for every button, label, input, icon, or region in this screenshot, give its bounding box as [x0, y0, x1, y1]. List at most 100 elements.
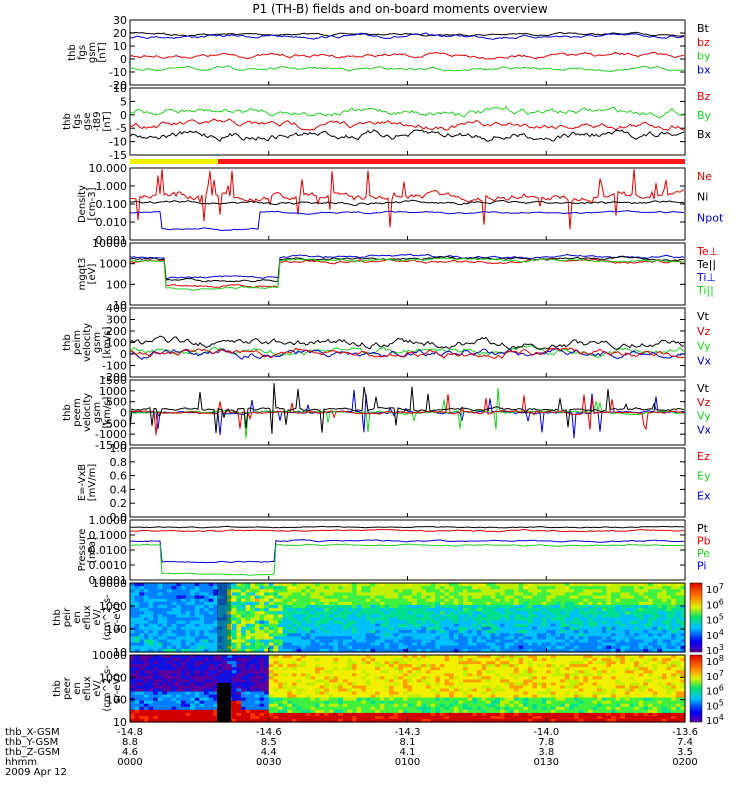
spectrogram-cell: [375, 673, 381, 677]
spectrogram-cell: [500, 715, 506, 720]
spectrogram-cell: [176, 623, 182, 628]
spectrogram-cell: [167, 700, 173, 705]
spectrogram-cell: [620, 598, 626, 603]
spectrogram-cell: [467, 691, 473, 696]
spectrogram-cell: [375, 586, 381, 590]
spectrogram-cell: [254, 679, 261, 683]
spectrogram-cell: [356, 694, 362, 699]
spectrogram-cell: [495, 719, 501, 723]
spectrogram-cell: [342, 608, 348, 612]
spectrogram-cell: [680, 617, 686, 622]
spectrogram-cell: [190, 719, 196, 723]
spectrogram-cell: [537, 598, 543, 603]
spectrogram-cell: [356, 658, 362, 662]
spectrogram-cell: [453, 614, 459, 619]
spectrogram-cell: [194, 586, 200, 590]
spectrogram-cell: [134, 608, 140, 612]
spectrogram-cell: [319, 688, 325, 693]
spectrogram-cell: [199, 633, 205, 637]
spectrogram-cell: [648, 645, 654, 650]
spectrogram-cell: [342, 626, 348, 631]
spectrogram-cell: [134, 670, 140, 674]
spectrogram-cell: [407, 700, 413, 705]
spectrogram-cell: [194, 595, 200, 600]
spectrogram-cell: [509, 673, 515, 677]
spectrogram-cell: [296, 605, 302, 609]
spectrogram-cell: [463, 694, 469, 699]
spectrogram-cell: [264, 639, 270, 644]
spectrogram-cell: [139, 601, 145, 606]
spectrogram-cell: [143, 645, 150, 650]
spectrogram-cell: [315, 586, 321, 590]
spectrogram-cell: [611, 601, 617, 606]
spectrogram-cell: [518, 694, 524, 699]
spectrogram-cell: [657, 601, 663, 606]
spectrogram-cell: [356, 688, 362, 693]
spectrogram-cell: [157, 648, 163, 653]
spectrogram-cell: [241, 691, 247, 696]
spectrogram-cell: [245, 592, 251, 597]
spectrogram-cell: [291, 595, 298, 600]
spectrogram-cell: [278, 639, 284, 644]
spectrogram-cell: [555, 586, 561, 590]
spectrogram-cell: [500, 703, 506, 708]
spectrogram-cell: [130, 614, 136, 619]
spectrogram-cell: [560, 617, 566, 622]
spectrogram-cell: [513, 620, 520, 625]
spectrogram-cell: [282, 679, 288, 683]
spectrogram-cell: [393, 645, 399, 650]
spectrogram-cell: [268, 645, 274, 650]
spectrogram-cell: [213, 611, 219, 615]
spectrogram-cell: [352, 697, 358, 702]
spectrogram-cell: [264, 694, 270, 699]
spectrogram-cell: [574, 648, 580, 653]
spectrogram-cell: [227, 658, 233, 662]
spectrogram-cell: [333, 598, 339, 603]
spectrogram-cell: [333, 589, 339, 593]
spectrogram-cell: [416, 642, 422, 647]
spectrogram-cell: [407, 620, 413, 625]
spectrogram-cell: [490, 648, 496, 653]
spectrogram-cell: [333, 685, 339, 690]
spectrogram-cell: [291, 664, 298, 668]
spectrogram-cell: [259, 589, 265, 593]
spectrogram-cell: [130, 645, 136, 650]
spectrogram-cell: [615, 583, 621, 587]
spectrogram-cell: [541, 682, 547, 686]
spectrogram-cell: [555, 642, 561, 647]
spectrogram-cell: [421, 703, 427, 708]
spectrogram-cell: [486, 589, 492, 593]
spectrogram-cell: [564, 661, 570, 665]
spectrogram-cell: [426, 642, 432, 647]
spectrogram-cell: [518, 719, 524, 723]
spectrogram-cell: [601, 614, 607, 619]
spectrogram-cell: [365, 658, 372, 662]
spectrogram-cell: [333, 601, 339, 606]
spectrogram-cell: [389, 595, 395, 600]
spectrogram-cell: [555, 636, 561, 640]
spectrogram-cell: [463, 583, 469, 587]
spectrogram-cell: [245, 682, 251, 686]
spectrogram-cell: [509, 703, 515, 708]
spectrogram-cell: [157, 670, 163, 674]
spectrogram-cell: [356, 598, 362, 603]
spectrogram-cell: [259, 682, 265, 686]
spectrogram-cell: [430, 679, 436, 683]
spectrogram-cell: [375, 605, 381, 609]
series-line: [129, 528, 685, 533]
spectrogram-cell: [550, 595, 557, 600]
spectrogram-cell: [162, 661, 168, 665]
spectrogram-cell: [421, 639, 427, 644]
y-axis-label: gsm: [92, 402, 103, 423]
spectrogram-cell: [527, 614, 533, 619]
spectrogram-cell: [296, 661, 302, 665]
spectrogram-cell: [569, 633, 575, 637]
spectrogram-cell: [370, 667, 376, 671]
spectrogram-cell: [384, 691, 390, 696]
spectrogram-cell: [379, 617, 385, 622]
spectrogram-cell: [301, 667, 307, 671]
spectrogram-cell: [398, 645, 404, 650]
spectrogram-cell: [153, 605, 159, 609]
spectrogram-cell: [476, 598, 483, 603]
spectrogram-cell: [139, 630, 145, 634]
